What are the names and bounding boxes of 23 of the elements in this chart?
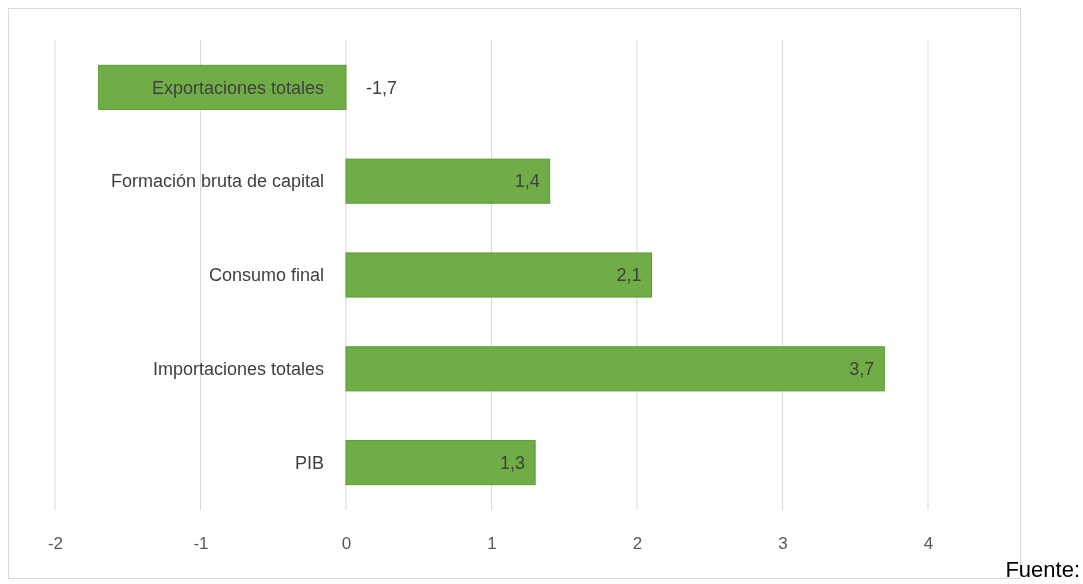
data-label: 1,3 — [500, 452, 526, 473]
bar — [345, 440, 536, 486]
x-tick-label: -1 — [193, 534, 209, 554]
x-tick-label: -2 — [47, 534, 64, 554]
bar — [345, 252, 653, 298]
source-note: Fuente: — [1005, 557, 1080, 582]
y-tick-label: Exportaciones totales — [151, 77, 324, 98]
bar — [345, 158, 551, 204]
data-label: 3,7 — [849, 359, 875, 380]
data-label: 2,1 — [616, 265, 642, 286]
y-tick-label: Formación bruta de capital — [110, 171, 324, 192]
y-tick-label: PIB — [294, 452, 324, 473]
y-tick-label: Consumo final — [208, 265, 324, 286]
bar — [345, 346, 885, 392]
x-tick-label: 1 — [487, 534, 497, 554]
x-tick-label: 0 — [341, 534, 352, 554]
y-tick-label: Importaciones totales — [152, 359, 324, 380]
x-tick-label: 4 — [923, 534, 934, 554]
x-tick-label: 3 — [778, 534, 788, 554]
x-tick-label: 2 — [632, 534, 643, 554]
data-label: 1,4 — [514, 171, 540, 192]
bar — [98, 64, 347, 110]
data-label: -1,7 — [366, 77, 398, 98]
